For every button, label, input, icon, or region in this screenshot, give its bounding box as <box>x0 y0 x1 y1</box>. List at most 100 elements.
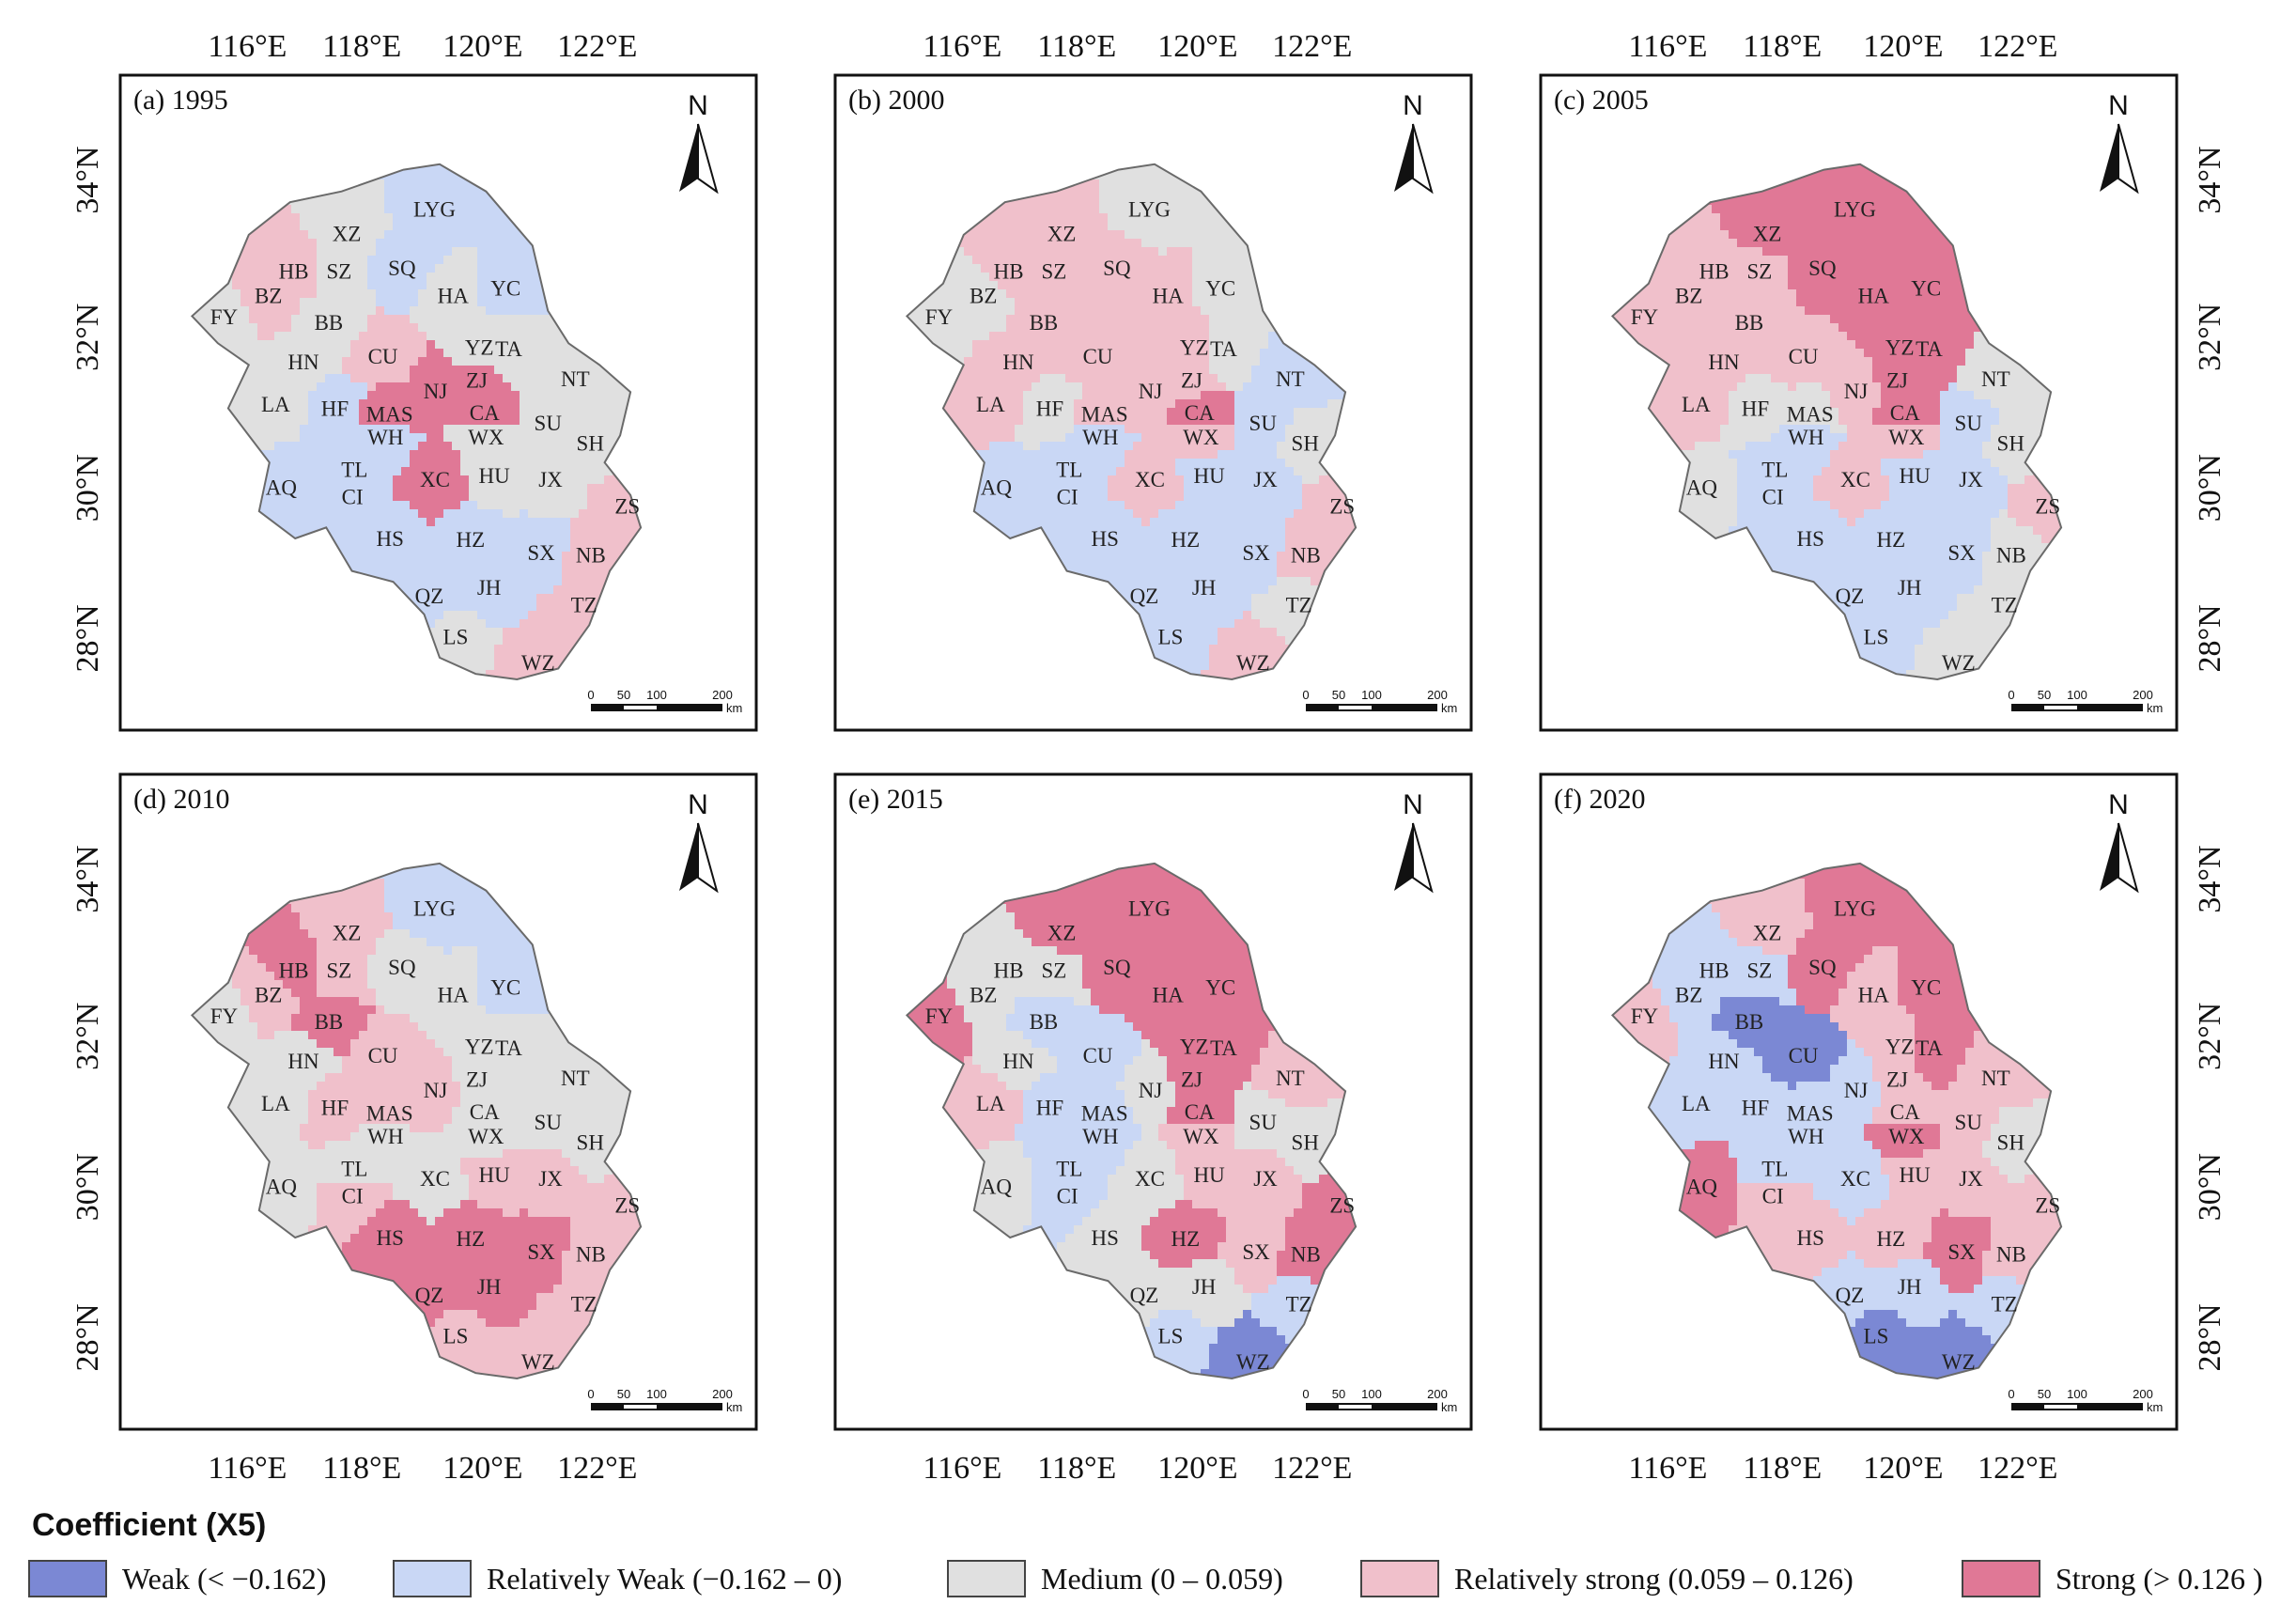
city-label-nb: NB <box>1996 1242 2026 1266</box>
region-nb <box>1991 518 2017 527</box>
region-hf <box>325 1073 351 1083</box>
region-nt <box>1974 391 2062 400</box>
region-ls <box>1813 645 1916 654</box>
region-hz <box>1847 1242 1924 1252</box>
region-jh <box>1192 1259 1227 1269</box>
region-wz <box>503 1327 563 1336</box>
region-hs <box>367 518 427 527</box>
region-jx <box>520 484 588 493</box>
region-tl <box>1032 475 1109 485</box>
city-label-nj: NJ <box>424 380 448 403</box>
region-xz <box>291 904 385 913</box>
region-nt <box>536 1065 642 1074</box>
region-hf <box>300 425 360 434</box>
region-zj <box>1872 366 1916 375</box>
region-ta <box>503 1073 537 1083</box>
city-label-hs: HS <box>1092 527 1119 551</box>
region-zj <box>1175 391 1202 400</box>
region-yz <box>435 1039 495 1049</box>
city-label-lyg: LYG <box>1128 897 1171 921</box>
region-ci <box>1032 1217 1083 1226</box>
region-ta <box>1915 1039 1975 1049</box>
region-nt <box>1957 366 2062 375</box>
region-nj <box>410 1090 461 1099</box>
region-zj <box>460 1090 487 1099</box>
region-ta <box>494 349 546 358</box>
region-nt <box>1957 1073 2062 1083</box>
city-label-sz: SZ <box>326 959 351 983</box>
region-ha <box>1838 997 1899 1006</box>
region-ta <box>1915 1014 1983 1023</box>
region-su <box>1940 425 1992 434</box>
region-jh <box>1881 602 1958 612</box>
region-cu <box>1771 374 1831 383</box>
region-hf <box>1023 1107 1075 1116</box>
region-nb <box>1991 543 2051 553</box>
region-wz <box>1923 636 1992 646</box>
region-ls <box>1864 611 1899 620</box>
region-mas <box>1779 1098 1831 1108</box>
region-sz <box>1737 963 1789 973</box>
city-label-qz: QZ <box>1836 1284 1865 1307</box>
region-sx <box>511 1234 571 1243</box>
region-zs <box>2016 1217 2062 1226</box>
city-label-sh: SH <box>577 1130 604 1154</box>
region-sh <box>570 425 642 434</box>
region-la <box>1627 382 1713 392</box>
region-xc <box>1847 1132 1865 1142</box>
region-sq <box>1788 963 1856 973</box>
region-nj <box>1822 1082 1882 1091</box>
region-ci <box>1032 509 1092 519</box>
region-sh <box>562 450 642 460</box>
region-sz <box>317 946 343 956</box>
region-jx <box>528 450 563 460</box>
region-bz <box>972 332 990 341</box>
region-sx <box>511 1259 563 1269</box>
region-sx <box>1931 535 1992 544</box>
region-la <box>907 425 1016 434</box>
city-label-zs: ZS <box>1329 1193 1355 1217</box>
region-jh <box>1175 585 1244 595</box>
region-fy <box>907 323 973 333</box>
city-label-bz: BZ <box>1675 284 1702 307</box>
region-xc <box>1108 1175 1185 1184</box>
region-qz <box>393 577 461 586</box>
region-nb <box>1982 552 2062 561</box>
region-hn <box>257 1039 318 1049</box>
region-su <box>1234 425 1286 434</box>
region-sq <box>384 929 411 939</box>
region-tl <box>308 1149 368 1159</box>
region-su <box>1940 1124 1992 1133</box>
region-ha <box>1838 298 1899 307</box>
scale-tick-label: 0 <box>2008 688 2014 702</box>
region-mas <box>1074 1115 1134 1125</box>
lon-tick-label: 122°E <box>1272 29 1352 64</box>
region-su <box>520 442 563 451</box>
city-label-zj: ZJ <box>1886 368 1908 392</box>
region-nb <box>1991 526 2034 536</box>
lat-tick-label: 28°N <box>2193 1303 2227 1371</box>
region-hu <box>477 1200 520 1209</box>
region-xz <box>283 196 385 206</box>
region-mas <box>359 399 411 409</box>
region-tz <box>1957 1301 2062 1311</box>
region-sh <box>1999 408 2062 417</box>
region-wx <box>1158 433 1235 443</box>
region-wz <box>1218 628 1278 637</box>
region-jh <box>1881 585 1949 595</box>
region-xz <box>1006 205 1100 214</box>
region-ca <box>1175 399 1235 409</box>
region-wz <box>1209 1344 1295 1353</box>
region-nb <box>1982 569 2062 578</box>
region-sz <box>317 955 368 964</box>
region-sq <box>384 230 411 240</box>
region-jh <box>460 1301 537 1311</box>
region-hs <box>1099 1200 1125 1209</box>
region-fy <box>192 997 241 1006</box>
city-label-yz: YZ <box>1180 335 1209 359</box>
region-jx <box>1234 501 1303 510</box>
region-sh <box>1999 416 2062 426</box>
region-sz <box>1032 980 1083 989</box>
region-yc <box>1192 980 1320 989</box>
